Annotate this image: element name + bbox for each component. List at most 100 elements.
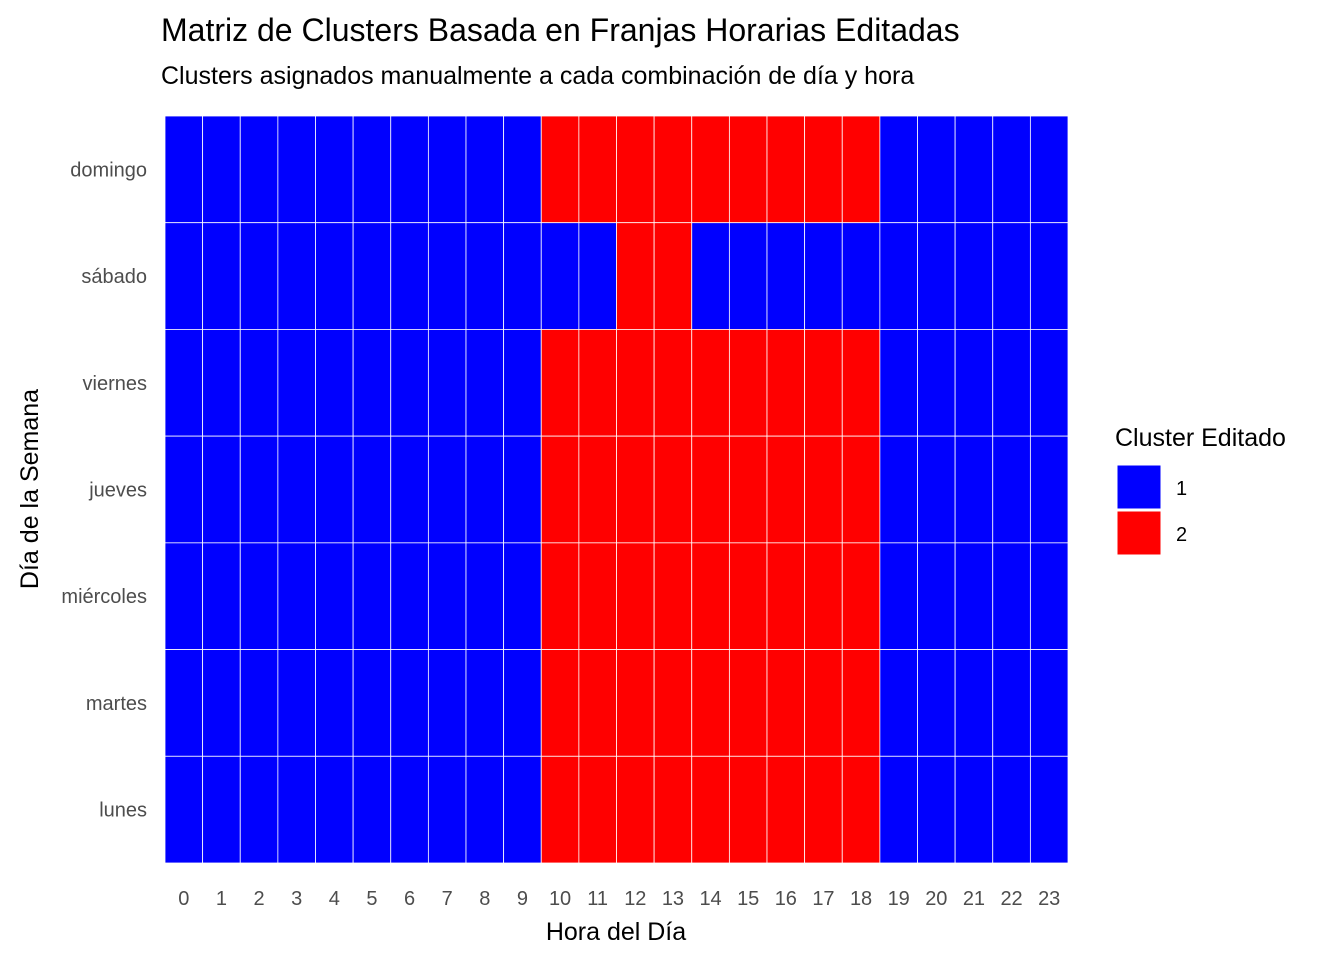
heatmap-cell [616, 435, 655, 544]
heatmap-cell [804, 542, 843, 650]
x-tick-label: 19 [888, 888, 910, 910]
x-tick-label: 7 [442, 888, 453, 910]
heatmap-cell [691, 115, 730, 224]
heatmap-cell [315, 649, 354, 757]
x-tick-label: 18 [850, 888, 872, 910]
heatmap-cell [503, 542, 542, 650]
heatmap-cell [503, 755, 542, 864]
heatmap-cell [879, 542, 918, 650]
heatmap-cell [503, 329, 542, 437]
x-tick-label: 13 [662, 888, 684, 910]
heatmap-cell [841, 115, 881, 224]
heatmap-cell [954, 542, 994, 650]
heatmap-cell [315, 542, 354, 650]
heatmap-cell [992, 222, 1031, 330]
heatmap-cell [578, 649, 617, 757]
heatmap-cell [841, 542, 881, 650]
heatmap-cell [465, 755, 505, 864]
x-tick-label: 12 [624, 888, 646, 910]
heatmap-cell [804, 435, 843, 544]
heatmap-cell [315, 115, 354, 224]
heatmap-cell [239, 115, 279, 224]
y-tick-label: domingo [70, 159, 147, 181]
heatmap-cell [841, 435, 881, 544]
heatmap-cell [917, 755, 956, 864]
heatmap-cell [202, 435, 241, 544]
heatmap-cell [879, 755, 918, 864]
heatmap-cell [578, 329, 617, 437]
heatmap-cell [728, 329, 768, 437]
heatmap-cell [352, 542, 392, 650]
y-axis-title: Día de la Semana [16, 389, 44, 589]
heatmap-cell [954, 649, 994, 757]
heatmap-cell [164, 222, 204, 330]
heatmap-cell [465, 115, 505, 224]
heatmap-cell [503, 435, 542, 544]
heatmap-cell [691, 435, 730, 544]
y-tick-label: viernes [83, 373, 147, 395]
heatmap-cell [390, 435, 429, 544]
y-tick-label: sábado [81, 266, 147, 288]
heatmap-cell [766, 542, 806, 650]
heatmap-cell [917, 435, 956, 544]
heatmap-cell [578, 222, 617, 330]
heatmap-cell [164, 542, 204, 650]
heatmap-cell [917, 542, 956, 650]
heatmap-cell [390, 649, 429, 757]
heatmap-cell [427, 115, 467, 224]
heatmap-cell [728, 755, 768, 864]
heatmap-cell [841, 755, 881, 864]
heatmap-cell [164, 115, 204, 224]
heatmap-cell [277, 649, 316, 757]
heatmap-cell [390, 542, 429, 650]
heatmap-cell [277, 755, 316, 864]
heatmap-cell [277, 115, 316, 224]
heatmap-cell [239, 542, 279, 650]
heatmap-cell [653, 755, 693, 864]
heatmap-cell [427, 222, 467, 330]
heatmap-cell [390, 329, 429, 437]
heatmap-cell [578, 755, 617, 864]
heatmap-cell [804, 755, 843, 864]
heatmap-cell [917, 329, 956, 437]
heatmap-cell [239, 435, 279, 544]
x-tick-label: 23 [1038, 888, 1060, 910]
heatmap-cell [954, 222, 994, 330]
heatmap-cell [616, 329, 655, 437]
heatmap-cell [427, 649, 467, 757]
heatmap-cell [804, 649, 843, 757]
y-tick-label: lunes [99, 800, 147, 822]
heatmap-cell [653, 435, 693, 544]
x-tick-label: 3 [291, 888, 302, 910]
heatmap-cell [202, 222, 241, 330]
x-tick-label: 14 [699, 888, 721, 910]
heatmap-cell [540, 329, 580, 437]
heatmap-cell [578, 115, 617, 224]
heatmap-cell [277, 542, 316, 650]
x-tick-labels: 0 1 2 3 4 5 6 7 8 9 10 11 12 13 14 15 16 17 18 19 20 21 22 23 [178, 888, 1060, 910]
heatmap-cell [277, 222, 316, 330]
heatmap-cell [540, 649, 580, 757]
heatmap-cell [1029, 329, 1069, 437]
heatmap-cell [841, 329, 881, 437]
heatmap-cell [992, 115, 1031, 224]
x-tick-label: 1 [216, 888, 227, 910]
y-tick-label: martes [86, 693, 147, 715]
heatmap-cell [352, 222, 392, 330]
heatmap-cell [352, 435, 392, 544]
heatmap-cell [653, 222, 693, 330]
heatmap-cell [427, 329, 467, 437]
heatmap-cell [465, 649, 505, 757]
heatmap-cell [540, 755, 580, 864]
x-tick-label: 20 [925, 888, 947, 910]
heatmap-cell [503, 222, 542, 330]
heatmap-cell [992, 649, 1031, 757]
x-tick-label: 11 [587, 888, 608, 910]
heatmap-cell [1029, 542, 1069, 650]
heatmap-cell [352, 115, 392, 224]
heatmap-cell [691, 222, 730, 330]
heatmap-cell [540, 435, 580, 544]
heatmap-cell [804, 329, 843, 437]
heatmap-cell [540, 115, 580, 224]
heatmap-cell [954, 329, 994, 437]
